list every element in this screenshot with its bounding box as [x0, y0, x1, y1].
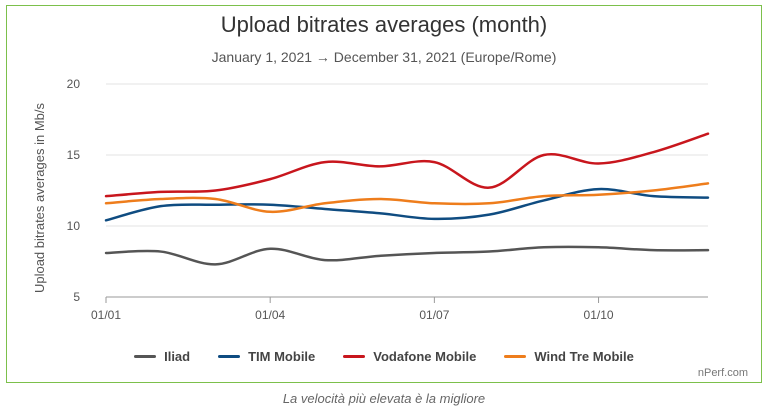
- legend-label: Iliad: [164, 348, 191, 364]
- legend-label: Vodafone Mobile: [373, 348, 477, 364]
- y-tick-label: 5: [73, 290, 80, 304]
- series-line-vodafone-mobile: [104, 132, 710, 198]
- x-tick-label: 01/07: [419, 308, 449, 322]
- y-tick-label: 10: [67, 219, 81, 233]
- x-tick-label: 01/10: [584, 308, 614, 322]
- chart-subtitle: January 1, 2021 → December 31, 2021 (Eur…: [211, 49, 557, 65]
- legend-swatch: [504, 354, 527, 358]
- x-tick-label: 01/04: [255, 308, 285, 322]
- legend-swatch: [218, 354, 241, 358]
- x-tick-label: 01/01: [91, 308, 121, 322]
- legend-item-tim-mobile[interactable]: TIM Mobile: [218, 346, 315, 366]
- series-line-wind-tre-mobile: [104, 182, 710, 214]
- caption: La velocità più elevata è la migliore: [282, 391, 486, 406]
- series-line-iliad: [104, 245, 710, 266]
- legend-label: Wind Tre Mobile: [534, 348, 634, 364]
- legend-label: TIM Mobile: [248, 348, 316, 364]
- chart-title: Upload bitrates averages (month): [220, 12, 548, 37]
- legend-swatch: [134, 354, 157, 358]
- series-line-tim-mobile: [104, 187, 710, 222]
- y-tick-label: 15: [67, 148, 81, 162]
- chart-legend: Iliad TIM Mobile Vodafone Mobile Wind Tre M…: [0, 346, 768, 366]
- legend-item-vodafone-mobile[interactable]: Vodafone Mobile: [343, 346, 476, 366]
- legend-item-wind-tre-mobile[interactable]: Wind Tre Mobile: [504, 346, 634, 366]
- legend-swatch: [343, 354, 366, 358]
- legend-item-iliad[interactable]: Iliad: [134, 346, 190, 366]
- y-tick-label: 20: [67, 77, 81, 91]
- watermark: nPerf.com: [697, 367, 748, 379]
